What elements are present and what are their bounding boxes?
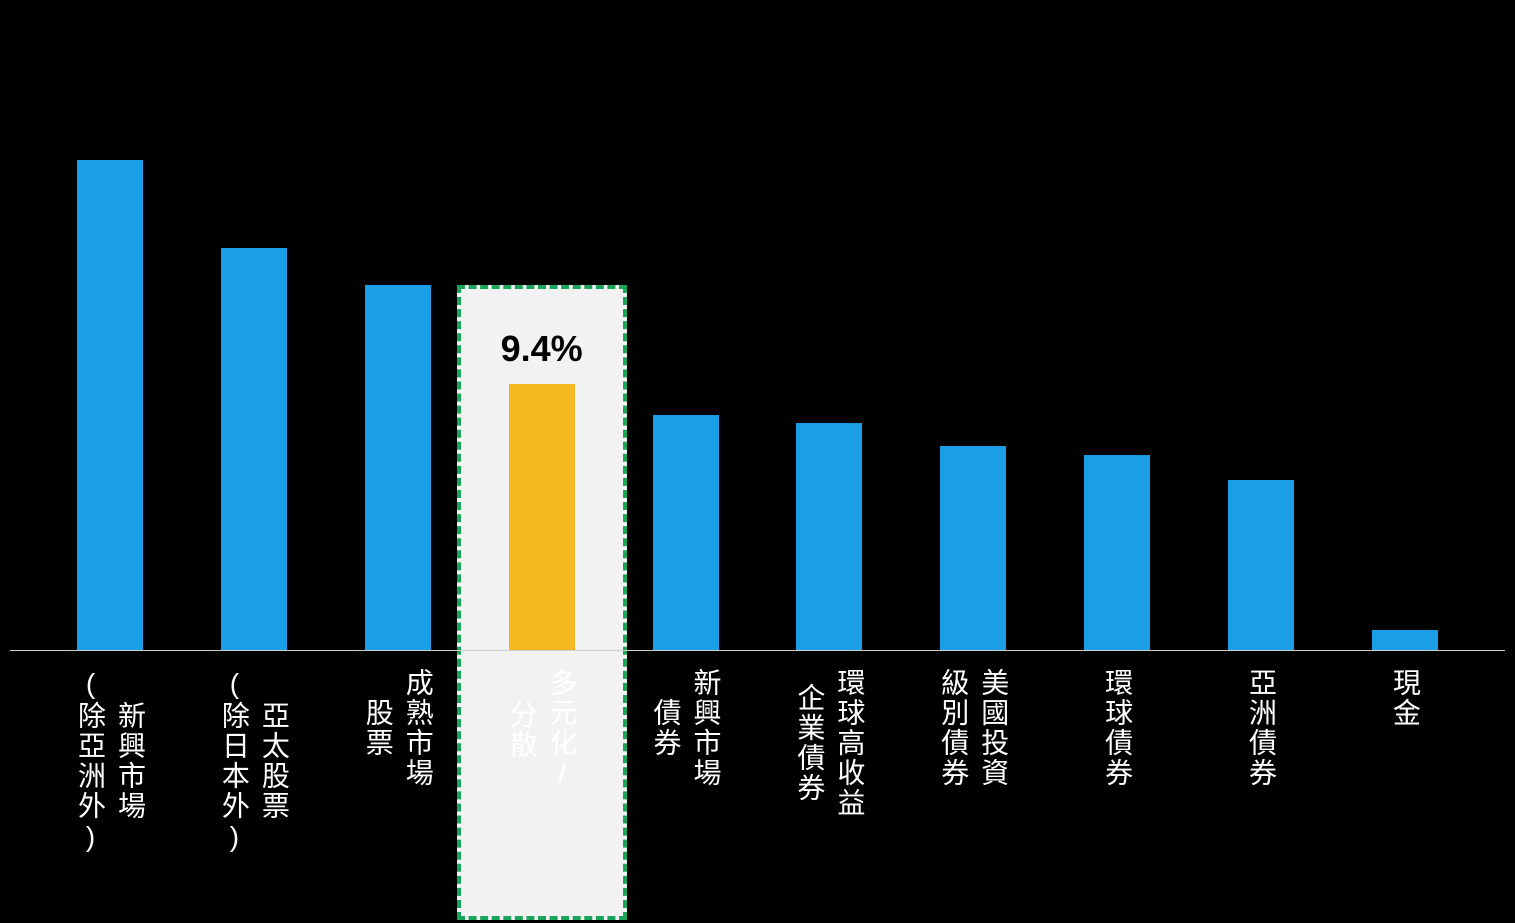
category-label: 分散多元化/ <box>472 668 612 791</box>
category-label-line1: 環球高收益 <box>829 668 869 818</box>
bar <box>653 415 719 650</box>
category-label: 債券新興市場 <box>616 668 756 788</box>
category-label-line2: 債券 <box>646 668 686 788</box>
category-label: 現金 <box>1335 668 1475 728</box>
axis-baseline <box>10 650 1505 651</box>
bar-slot <box>759 140 899 650</box>
bar-slot <box>1335 140 1475 650</box>
bar-slot <box>1047 140 1187 650</box>
category-label-line2: 企業債券 <box>789 668 829 818</box>
category-label-line1: 成熟市場 <box>398 668 438 788</box>
bar-slot <box>616 140 756 650</box>
bar-value-label: 9.4% <box>472 328 612 370</box>
category-label-line1: 亞太股票 <box>254 668 294 854</box>
bar <box>509 384 575 650</box>
category-label: 股票成熟市場 <box>328 668 468 788</box>
category-label: 級別債券美國投資 <box>903 668 1043 788</box>
bar <box>365 285 431 651</box>
bar <box>1084 455 1150 651</box>
category-label: 企業債券環球高收益 <box>759 668 899 818</box>
bar-slot <box>184 140 324 650</box>
bar-slot <box>40 140 180 650</box>
bar-slot <box>328 140 468 650</box>
bars-row: 9.4% <box>40 140 1475 650</box>
bar <box>796 423 862 650</box>
bar <box>1228 480 1294 650</box>
category-label-line1: 現金 <box>1385 668 1425 728</box>
category-label: 環球債券 <box>1047 668 1187 788</box>
category-label: (除日本外)亞太股票 <box>184 668 324 854</box>
bar <box>221 248 287 650</box>
returns-bar-chart: 9.4% (除亞洲外)新興市場(除日本外)亞太股票股票成熟市場分散多元化/債券新… <box>0 0 1515 923</box>
category-label: 亞洲債券 <box>1191 668 1331 788</box>
category-label-line2: 股票 <box>358 668 398 788</box>
category-label-line2: (除日本外) <box>214 668 254 854</box>
category-label-line1: 新興市場 <box>110 668 150 854</box>
category-label-line1: 美國投資 <box>973 668 1013 788</box>
category-label-line2: 級別債券 <box>933 668 973 788</box>
bar <box>940 446 1006 650</box>
category-label-line1: 多元化/ <box>542 668 582 791</box>
bar <box>1372 630 1438 650</box>
category-label-line1: 新興市場 <box>686 668 726 788</box>
category-label-line2: (除亞洲外) <box>70 668 110 854</box>
category-label-line1: 環球債券 <box>1097 668 1137 788</box>
category-label: (除亞洲外)新興市場 <box>40 668 180 854</box>
category-label-line1: 亞洲債券 <box>1241 668 1281 788</box>
bar-slot <box>903 140 1043 650</box>
category-labels-row: (除亞洲外)新興市場(除日本外)亞太股票股票成熟市場分散多元化/債券新興市場企業… <box>40 668 1475 854</box>
bar <box>77 160 143 650</box>
bar-slot: 9.4% <box>472 140 612 650</box>
category-label-line2: 分散 <box>502 668 542 791</box>
bar-slot <box>1191 140 1331 650</box>
